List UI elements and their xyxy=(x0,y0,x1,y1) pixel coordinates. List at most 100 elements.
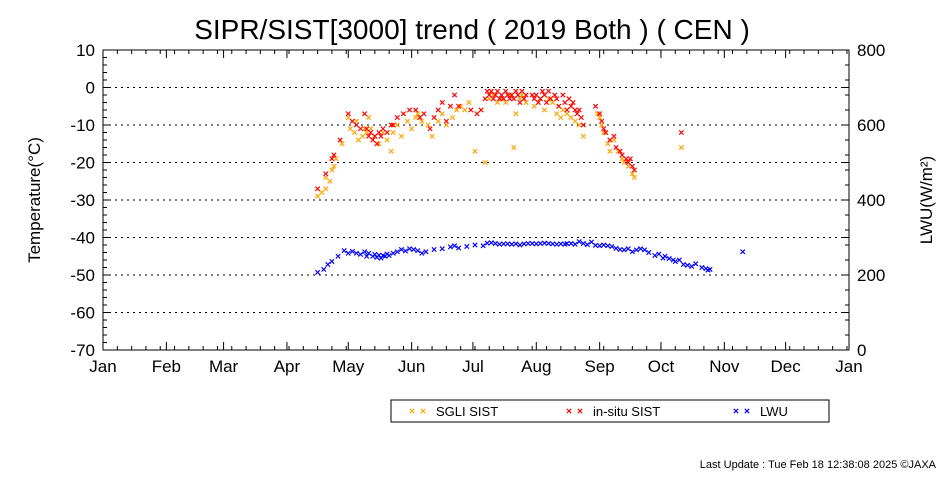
data-point xyxy=(662,253,668,259)
x-tick-label: Jul xyxy=(462,357,484,376)
data-point xyxy=(580,133,586,139)
data-point xyxy=(398,246,404,253)
series-lwu xyxy=(315,239,746,275)
data-point xyxy=(488,240,494,246)
data-point xyxy=(351,129,357,136)
data-point xyxy=(689,263,695,269)
data-point xyxy=(492,92,499,98)
data-point xyxy=(607,137,613,143)
data-point xyxy=(368,126,374,132)
y2-tick-label: 600 xyxy=(857,116,885,135)
data-point xyxy=(429,133,435,139)
data-point xyxy=(599,122,605,128)
data-point xyxy=(558,114,564,121)
data-point xyxy=(349,248,355,254)
data-point xyxy=(484,88,490,94)
data-point xyxy=(386,252,392,259)
data-point xyxy=(576,122,582,128)
data-point xyxy=(678,129,684,136)
data-point xyxy=(323,174,329,181)
data-point xyxy=(315,193,321,199)
data-point xyxy=(362,249,368,255)
data-point xyxy=(484,240,490,246)
y-tick-label: -70 xyxy=(70,341,95,360)
data-point xyxy=(519,88,525,94)
legend-marker xyxy=(566,408,572,414)
x-tick-label: Jan xyxy=(835,357,862,376)
data-point xyxy=(357,126,364,132)
data-point xyxy=(572,118,578,124)
data-point xyxy=(417,114,423,121)
data-point xyxy=(531,103,537,109)
series-in-situ-sist xyxy=(315,88,684,192)
data-point xyxy=(617,246,623,253)
data-point xyxy=(404,118,411,124)
x-tick-label: Jun xyxy=(398,357,425,376)
data-point xyxy=(609,243,615,250)
data-point xyxy=(554,241,560,247)
data-point xyxy=(331,163,337,169)
data-marks xyxy=(315,88,746,275)
y-tick-label: 0 xyxy=(86,79,95,98)
y-tick-label: -40 xyxy=(70,229,95,248)
data-point xyxy=(603,129,609,136)
data-point xyxy=(474,111,480,117)
data-point xyxy=(513,111,519,117)
data-point xyxy=(615,148,621,154)
data-point xyxy=(521,96,527,102)
data-point xyxy=(611,133,617,139)
data-point xyxy=(362,111,368,117)
data-point xyxy=(323,171,329,177)
data-point xyxy=(380,129,386,136)
series-sgli-sist xyxy=(315,92,684,199)
data-point xyxy=(456,103,462,109)
legend-label: in-situ SIST xyxy=(593,404,660,419)
data-point xyxy=(376,141,382,147)
data-point xyxy=(486,92,492,98)
data-point xyxy=(449,114,456,121)
data-point xyxy=(353,118,360,124)
y2-tick-label: 800 xyxy=(857,41,885,60)
data-point xyxy=(601,129,607,136)
data-point xyxy=(562,99,568,106)
data-point xyxy=(464,243,470,250)
data-point xyxy=(394,122,400,128)
y2-axis-label: LWU(W/m²) xyxy=(917,156,936,244)
data-point xyxy=(631,174,637,181)
x-tick-label: Apr xyxy=(274,357,301,376)
data-point xyxy=(629,249,635,255)
data-point xyxy=(576,239,582,245)
data-point xyxy=(494,99,501,106)
data-point xyxy=(419,118,425,124)
y-tick-label: -10 xyxy=(70,116,95,135)
data-point xyxy=(415,111,421,117)
data-point xyxy=(568,103,574,109)
data-point xyxy=(629,163,635,169)
data-point xyxy=(323,186,329,192)
data-point xyxy=(458,103,464,109)
data-point xyxy=(443,118,449,124)
data-point xyxy=(517,242,523,248)
data-point xyxy=(374,141,380,147)
data-point xyxy=(378,133,384,139)
y-tick-label: -50 xyxy=(70,266,95,285)
data-point xyxy=(415,248,421,254)
data-point xyxy=(472,148,478,154)
data-point xyxy=(666,255,672,262)
data-point xyxy=(498,96,505,102)
data-point xyxy=(439,99,445,106)
legend: SGLI SIST in-situ SIST LWU xyxy=(390,399,830,423)
x-tick-label: Feb xyxy=(152,357,181,376)
x-tick-label: Jan xyxy=(89,357,116,376)
data-point xyxy=(431,114,437,121)
data-point xyxy=(533,92,539,98)
data-point xyxy=(554,111,560,117)
data-point xyxy=(406,246,413,252)
data-point xyxy=(613,245,619,251)
data-point xyxy=(347,126,353,132)
data-point xyxy=(543,99,550,106)
data-point xyxy=(501,241,507,247)
data-point xyxy=(331,152,337,158)
data-point xyxy=(672,258,678,265)
data-point xyxy=(564,107,570,113)
